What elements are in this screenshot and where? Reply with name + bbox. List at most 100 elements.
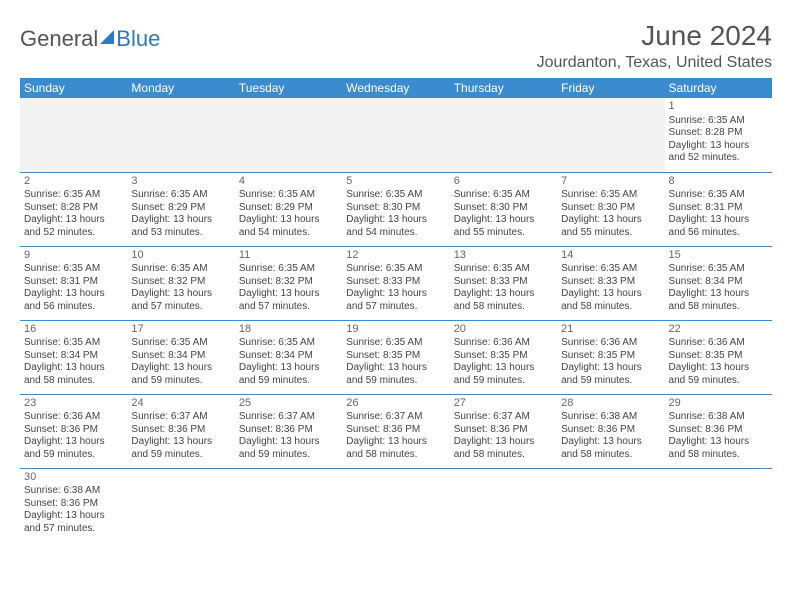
day-number: 22 [669,323,768,337]
calendar-cell: 4Sunrise: 6:35 AMSunset: 8:29 PMDaylight… [235,172,342,246]
day-info: Sunrise: 6:35 AMSunset: 8:31 PMDaylight:… [669,189,768,239]
day-number: 1 [669,100,768,114]
calendar-cell: 21Sunrise: 6:36 AMSunset: 8:35 PMDayligh… [557,320,664,394]
day-info: Sunrise: 6:35 AMSunset: 8:33 PMDaylight:… [561,263,660,313]
day-number: 21 [561,323,660,337]
day-number: 2 [24,175,123,189]
day-info: Sunrise: 6:35 AMSunset: 8:30 PMDaylight:… [454,189,553,239]
brand-logo: General Blue [20,20,160,52]
weekday-header: Saturday [665,78,772,98]
calendar-cell: 26Sunrise: 6:37 AMSunset: 8:36 PMDayligh… [342,394,449,468]
calendar-cell: 18Sunrise: 6:35 AMSunset: 8:34 PMDayligh… [235,320,342,394]
calendar-cell: 12Sunrise: 6:35 AMSunset: 8:33 PMDayligh… [342,246,449,320]
calendar-cell: 22Sunrise: 6:36 AMSunset: 8:35 PMDayligh… [665,320,772,394]
calendar-week-row: 2Sunrise: 6:35 AMSunset: 8:28 PMDaylight… [20,172,772,246]
day-info: Sunrise: 6:36 AMSunset: 8:36 PMDaylight:… [24,411,123,461]
day-number: 23 [24,397,123,411]
title-block: June 2024 Jourdanton, Texas, United Stat… [537,20,772,72]
calendar-head: SundayMondayTuesdayWednesdayThursdayFrid… [20,78,772,98]
month-title: June 2024 [537,20,772,52]
page-header: General Blue June 2024 Jourdanton, Texas… [20,20,772,72]
day-info: Sunrise: 6:35 AMSunset: 8:33 PMDaylight:… [346,263,445,313]
day-number: 3 [131,175,230,189]
day-info: Sunrise: 6:35 AMSunset: 8:32 PMDaylight:… [239,263,338,313]
day-info: Sunrise: 6:35 AMSunset: 8:28 PMDaylight:… [669,115,768,165]
calendar-cell: 10Sunrise: 6:35 AMSunset: 8:32 PMDayligh… [127,246,234,320]
weekday-row: SundayMondayTuesdayWednesdayThursdayFrid… [20,78,772,98]
day-info: Sunrise: 6:35 AMSunset: 8:31 PMDaylight:… [24,263,123,313]
calendar-cell-blank [342,468,449,542]
brand-part2: Blue [116,26,160,52]
day-number: 29 [669,397,768,411]
day-info: Sunrise: 6:38 AMSunset: 8:36 PMDaylight:… [561,411,660,461]
calendar-week-row: 30Sunrise: 6:38 AMSunset: 8:36 PMDayligh… [20,468,772,542]
calendar-cell: 30Sunrise: 6:38 AMSunset: 8:36 PMDayligh… [20,468,127,542]
calendar-cell-blank [450,98,557,172]
calendar-cell: 24Sunrise: 6:37 AMSunset: 8:36 PMDayligh… [127,394,234,468]
calendar-cell: 28Sunrise: 6:38 AMSunset: 8:36 PMDayligh… [557,394,664,468]
day-info: Sunrise: 6:36 AMSunset: 8:35 PMDaylight:… [454,337,553,387]
brand-part1: General [20,26,98,52]
calendar-cell-blank [557,468,664,542]
calendar-cell: 5Sunrise: 6:35 AMSunset: 8:30 PMDaylight… [342,172,449,246]
calendar-cell-blank [557,98,664,172]
day-number: 4 [239,175,338,189]
calendar-cell-blank [235,98,342,172]
calendar-table: SundayMondayTuesdayWednesdayThursdayFrid… [20,78,772,542]
calendar-cell-blank [235,468,342,542]
day-info: Sunrise: 6:35 AMSunset: 8:29 PMDaylight:… [239,189,338,239]
day-number: 19 [346,323,445,337]
day-number: 12 [346,249,445,263]
day-info: Sunrise: 6:35 AMSunset: 8:30 PMDaylight:… [561,189,660,239]
day-number: 18 [239,323,338,337]
weekday-header: Thursday [450,78,557,98]
weekday-header: Sunday [20,78,127,98]
calendar-cell: 7Sunrise: 6:35 AMSunset: 8:30 PMDaylight… [557,172,664,246]
day-info: Sunrise: 6:35 AMSunset: 8:30 PMDaylight:… [346,189,445,239]
day-info: Sunrise: 6:37 AMSunset: 8:36 PMDaylight:… [454,411,553,461]
calendar-cell: 16Sunrise: 6:35 AMSunset: 8:34 PMDayligh… [20,320,127,394]
weekday-header: Tuesday [235,78,342,98]
calendar-cell-blank [127,468,234,542]
calendar-cell: 29Sunrise: 6:38 AMSunset: 8:36 PMDayligh… [665,394,772,468]
location-text: Jourdanton, Texas, United States [537,54,772,72]
calendar-cell: 8Sunrise: 6:35 AMSunset: 8:31 PMDaylight… [665,172,772,246]
day-info: Sunrise: 6:35 AMSunset: 8:34 PMDaylight:… [239,337,338,387]
day-number: 27 [454,397,553,411]
calendar-cell-blank [20,98,127,172]
day-number: 5 [346,175,445,189]
day-number: 30 [24,471,123,485]
day-number: 24 [131,397,230,411]
calendar-cell: 20Sunrise: 6:36 AMSunset: 8:35 PMDayligh… [450,320,557,394]
calendar-cell: 13Sunrise: 6:35 AMSunset: 8:33 PMDayligh… [450,246,557,320]
calendar-cell-blank [342,98,449,172]
day-info: Sunrise: 6:35 AMSunset: 8:34 PMDaylight:… [669,263,768,313]
day-info: Sunrise: 6:36 AMSunset: 8:35 PMDaylight:… [669,337,768,387]
day-number: 11 [239,249,338,263]
day-number: 14 [561,249,660,263]
day-number: 13 [454,249,553,263]
day-number: 25 [239,397,338,411]
calendar-body: 1Sunrise: 6:35 AMSunset: 8:28 PMDaylight… [20,98,772,542]
day-info: Sunrise: 6:35 AMSunset: 8:35 PMDaylight:… [346,337,445,387]
day-info: Sunrise: 6:37 AMSunset: 8:36 PMDaylight:… [239,411,338,461]
calendar-cell-blank [127,98,234,172]
day-number: 28 [561,397,660,411]
day-info: Sunrise: 6:35 AMSunset: 8:29 PMDaylight:… [131,189,230,239]
day-number: 7 [561,175,660,189]
day-info: Sunrise: 6:35 AMSunset: 8:33 PMDaylight:… [454,263,553,313]
day-info: Sunrise: 6:36 AMSunset: 8:35 PMDaylight:… [561,337,660,387]
day-number: 16 [24,323,123,337]
calendar-cell-blank [450,468,557,542]
calendar-cell: 19Sunrise: 6:35 AMSunset: 8:35 PMDayligh… [342,320,449,394]
calendar-cell: 15Sunrise: 6:35 AMSunset: 8:34 PMDayligh… [665,246,772,320]
day-info: Sunrise: 6:38 AMSunset: 8:36 PMDaylight:… [669,411,768,461]
calendar-cell: 9Sunrise: 6:35 AMSunset: 8:31 PMDaylight… [20,246,127,320]
calendar-week-row: 9Sunrise: 6:35 AMSunset: 8:31 PMDaylight… [20,246,772,320]
calendar-cell: 3Sunrise: 6:35 AMSunset: 8:29 PMDaylight… [127,172,234,246]
calendar-cell: 25Sunrise: 6:37 AMSunset: 8:36 PMDayligh… [235,394,342,468]
calendar-cell: 6Sunrise: 6:35 AMSunset: 8:30 PMDaylight… [450,172,557,246]
calendar-cell: 14Sunrise: 6:35 AMSunset: 8:33 PMDayligh… [557,246,664,320]
day-number: 10 [131,249,230,263]
day-number: 8 [669,175,768,189]
